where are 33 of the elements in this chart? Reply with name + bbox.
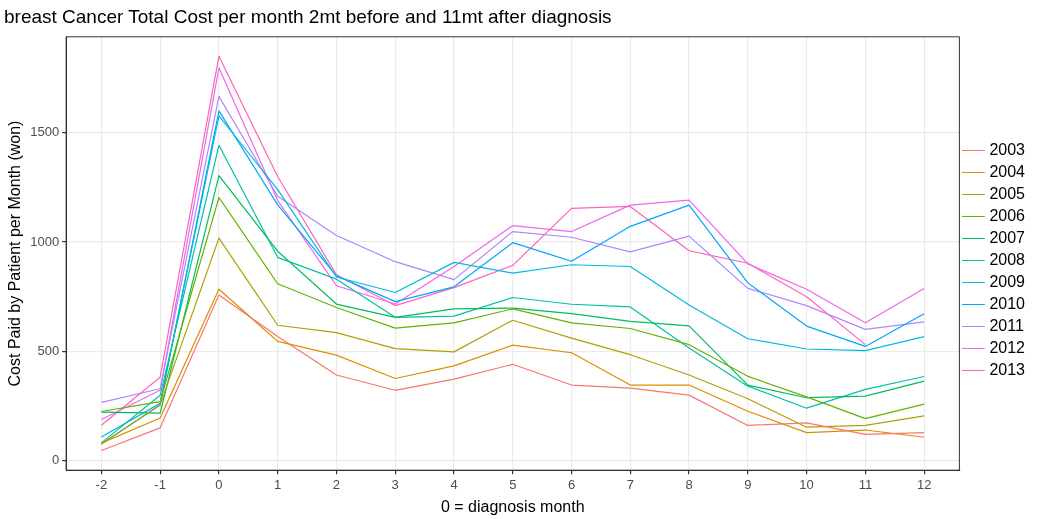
y-tick-label: 1500 — [30, 124, 60, 140]
legend-label: 2013 — [989, 360, 1026, 378]
legend-label: 2012 — [989, 338, 1026, 356]
legend-label: 2010 — [989, 294, 1026, 312]
legend-label: 2004 — [989, 162, 1026, 180]
chart-title: breast Cancer Total Cost per month 2mt before and 11mt after diagnosis — [4, 5, 612, 27]
x-tick-label: 0 — [215, 476, 223, 492]
x-tick-label: 1 — [274, 476, 282, 492]
y-tick-label: 1000 — [30, 233, 60, 249]
legend-label: 2008 — [989, 250, 1026, 268]
x-tick-label: 9 — [744, 476, 752, 492]
x-tick-label: -1 — [154, 476, 166, 492]
legend-label: 2006 — [989, 206, 1026, 224]
legend-label: 2005 — [989, 184, 1026, 202]
x-tick-label: 2 — [332, 476, 341, 492]
y-axis-title: Cost Paid by Patient per Month (won) — [6, 120, 24, 387]
x-tick-label: 4 — [450, 476, 458, 492]
x-tick-label: 8 — [685, 476, 693, 492]
legend-label: 2009 — [989, 272, 1026, 290]
x-tick-label: 7 — [626, 476, 634, 492]
x-tick-label: 6 — [567, 476, 576, 492]
x-tick-label: 3 — [391, 476, 399, 492]
x-tick-label: 10 — [799, 476, 814, 492]
legend-label: 2003 — [989, 140, 1026, 158]
x-axis-title: 0 = diagnosis month — [440, 497, 585, 515]
y-tick-label: 0 — [51, 451, 60, 467]
x-tick-label: 5 — [509, 476, 517, 492]
legend-label: 2007 — [989, 228, 1026, 246]
x-tick-label: -2 — [95, 476, 108, 492]
x-tick-label: 12 — [916, 476, 932, 492]
legend-label: 2011 — [989, 316, 1024, 334]
y-tick-label: 500 — [37, 342, 60, 358]
x-tick-label: 11 — [858, 476, 873, 492]
